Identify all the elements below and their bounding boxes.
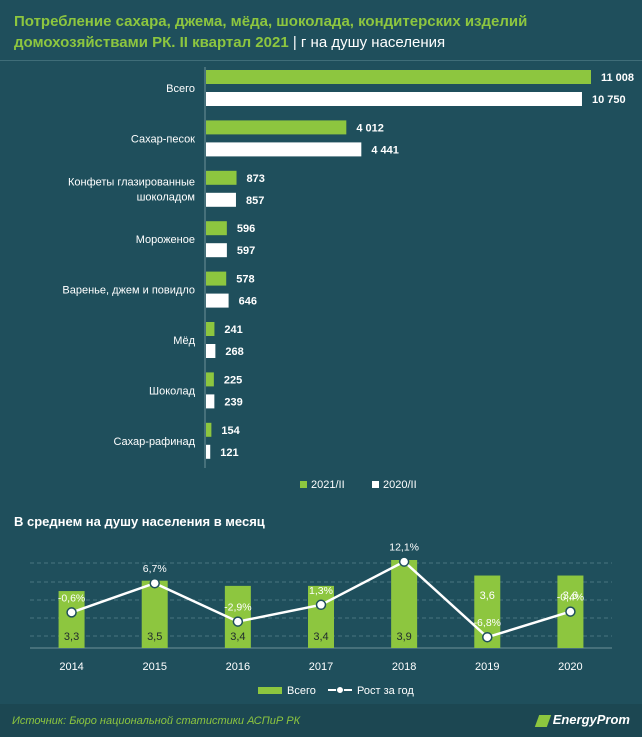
bar-line-chart: -0,6% 6,7% -2,9% 1,3% 12,1% -6,8% -0,4% 3,3 3,5 3… <box>30 542 612 697</box>
bar-value-label: 241 <box>224 324 242 336</box>
bar-current <box>206 372 214 387</box>
growth-point <box>565 606 576 617</box>
x-tick-label: 2019 <box>475 661 499 673</box>
bar-previous <box>206 192 236 207</box>
title-divider <box>0 60 642 61</box>
x-tick-label: 2014 <box>59 661 83 673</box>
bar-value-label: 10 750 <box>592 94 626 106</box>
legend-label-bars: Всего <box>287 685 316 697</box>
bar-value-label: 597 <box>237 245 255 257</box>
bar-value-label: 4 441 <box>371 144 399 156</box>
category-label: Мёд <box>173 335 195 347</box>
year-bar <box>308 585 334 648</box>
growth-label: 12,1% <box>389 542 419 554</box>
bar-value-label: 3,5 <box>147 631 162 643</box>
bar-value-label: 11 008 <box>601 72 634 84</box>
brand-icon <box>534 714 551 727</box>
bar-value-label: 3,4 <box>313 631 328 643</box>
bar-value-label: 3,3 <box>64 631 79 643</box>
bar-current <box>206 221 227 236</box>
growth-label: -0,6% <box>58 592 85 604</box>
x-tick-label: 2020 <box>558 661 582 673</box>
bar-value-label: 121 <box>220 447 238 459</box>
bar-value-label: 4 012 <box>356 122 384 134</box>
category-label: Сахар-рафинад <box>113 436 195 448</box>
bar-current <box>206 70 591 84</box>
bar-current <box>206 170 237 185</box>
category-label: Конфеты глазированные <box>68 176 195 188</box>
legend-label: 2020/II <box>383 479 417 491</box>
growth-label: 1,3% <box>309 585 333 597</box>
bar-value-label: 3,6 <box>480 590 495 602</box>
growth-point <box>232 616 244 627</box>
growth-label: -2,9% <box>224 602 251 614</box>
footer: Источник: Бюро национальной статистики А… <box>0 704 642 737</box>
bar-value-label: 857 <box>246 195 264 207</box>
chart-title: Потребление сахара, джема, мёда, шоколад… <box>14 11 634 53</box>
category-label: Варенье, джем и повидло <box>62 285 195 297</box>
x-tick-label: 2016 <box>226 661 250 673</box>
growth-label: 6,7% <box>143 563 167 575</box>
legend-label-line: Рост за год <box>357 685 414 697</box>
bar-previous <box>206 92 582 106</box>
bar-value-label: 268 <box>225 346 243 358</box>
bar-value-label: 578 <box>236 274 254 286</box>
bar-value-label: 3,6 <box>563 590 578 602</box>
bar-previous <box>206 243 227 258</box>
bar-value-label: 3,9 <box>396 631 411 643</box>
growth-label: -0,4% <box>557 592 584 604</box>
category-label: Сахар-песок <box>131 133 195 145</box>
year-bar <box>391 560 418 648</box>
chart-title-main: Потребление сахара, джема, мёда, шоколад… <box>14 13 528 51</box>
bar-previous <box>206 394 215 409</box>
growth-point <box>315 599 327 611</box>
growth-point <box>66 607 77 618</box>
category-label: Всего <box>166 83 195 95</box>
year-bar <box>141 580 168 648</box>
growth-point <box>149 577 160 589</box>
bar-value-label: 596 <box>237 223 255 235</box>
bar-value-label: 3,4 <box>230 631 245 643</box>
growth-label: -6,8% <box>474 617 501 629</box>
growth-point <box>482 631 493 643</box>
category-label: Шоколад <box>149 385 196 397</box>
legend-label: 2021/II <box>311 479 345 491</box>
bar-current <box>206 120 347 135</box>
legend-swatch <box>372 481 379 488</box>
category-label: Мороженое <box>136 234 195 246</box>
brand-name: EnergyProm <box>552 712 630 727</box>
bar-previous <box>206 444 211 459</box>
source-text: Источник: Бюро национальной статистики А… <box>12 715 301 727</box>
bar-value-label: 154 <box>221 425 240 437</box>
x-tick-label: 2017 <box>309 661 333 673</box>
bar-value-label: 225 <box>224 374 242 386</box>
bar-current <box>206 271 227 286</box>
legend-swatch-point <box>336 686 344 694</box>
line-chart-title: В среднем на душу населения в месяц <box>14 514 265 529</box>
year-bar <box>58 591 85 648</box>
bar-previous <box>206 142 362 157</box>
bar-value-label: 873 <box>247 173 265 185</box>
category-label: шоколадом <box>137 191 195 203</box>
growth-point <box>398 556 410 567</box>
x-tick-label: 2015 <box>142 661 166 673</box>
legend-swatch-bars <box>258 687 282 694</box>
bar-chart: Всего 11 008 10 750 Сахар-песок 4 012 4 441 Ко… <box>62 67 634 491</box>
bar-value-label: 239 <box>224 396 242 408</box>
x-tick-label: 2018 <box>392 661 416 673</box>
bar-previous <box>206 293 229 308</box>
chart-title-unit: | г на душу населения <box>292 34 446 51</box>
legend-swatch <box>300 481 307 488</box>
bar-previous <box>206 344 216 358</box>
brand-logo: EnergyProm <box>534 712 630 727</box>
bar-value-label: 646 <box>239 296 257 308</box>
bar-current <box>206 422 212 437</box>
bar-current <box>206 322 215 336</box>
